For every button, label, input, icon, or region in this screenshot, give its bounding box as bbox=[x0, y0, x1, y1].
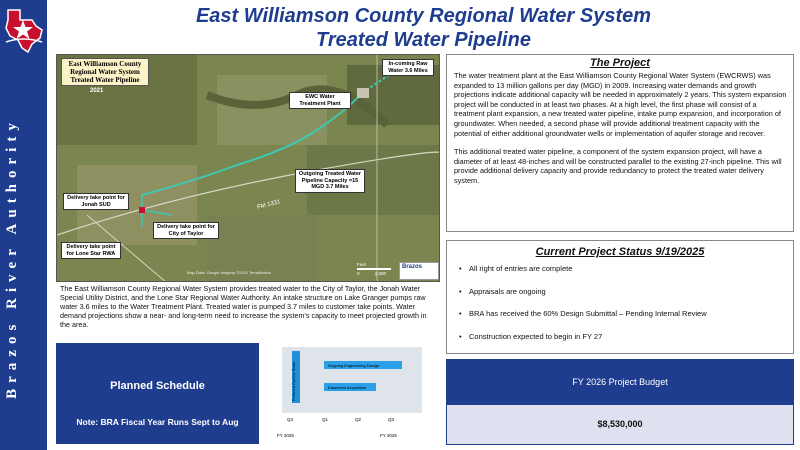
callout-city-of-taylor: Delivery take point for City of Taylor bbox=[153, 222, 219, 239]
budget-title: FY 2026 Project Budget bbox=[572, 377, 668, 387]
map-year: 2021 bbox=[90, 88, 104, 94]
title-line-1: East Williamson County Regional Water Sy… bbox=[195, 5, 652, 27]
page-title: East Williamson County Regional Water Sy… bbox=[47, 4, 800, 52]
bullet-icon: • bbox=[459, 286, 462, 296]
gantt-quarter: Q1 bbox=[322, 417, 329, 422]
gantt-vertical-label: Preferred Pipeline Route bbox=[292, 362, 296, 401]
callout-treated-pipeline: Outgoing Treated Water Pipeline Capacity… bbox=[295, 169, 365, 193]
schedule-panel: Planned Schedule Note: BRA Fiscal Year R… bbox=[56, 343, 259, 444]
budget-value: $8,530,000 bbox=[447, 405, 793, 444]
gantt-bar-label: Ongoing Engineering Design bbox=[328, 363, 379, 368]
gantt-background bbox=[282, 347, 422, 413]
map-credit: Map Data: Google Imagery ©2022 TerraMetr… bbox=[187, 270, 272, 275]
gantt-quarter: Q3 bbox=[388, 417, 395, 422]
status-heading: Current Project Status 9/19/2025 bbox=[535, 246, 705, 258]
callout-lone-star: Delivery take point for Lone Star RWA bbox=[61, 242, 121, 259]
gantt-quarter: Q4 bbox=[287, 417, 294, 422]
gantt-vertical-bar bbox=[292, 351, 300, 403]
gantt-bar-label: Easement Acquisition bbox=[328, 385, 366, 390]
status-item: • Appraisals are ongoing bbox=[459, 286, 546, 296]
brazos-map-badge: Brazos bbox=[399, 262, 439, 280]
project-paragraph-1: The water treatment plant at the East Wi… bbox=[454, 71, 787, 138]
project-paragraph-2: This additional treated water pipeline, … bbox=[454, 147, 782, 185]
schedule-gantt: Preferred Pipeline Route Ongoing Enginee… bbox=[272, 343, 430, 444]
gantt-bar bbox=[324, 383, 376, 391]
map-title-box: East Williamson County Regional Water Sy… bbox=[61, 58, 149, 86]
scale-unit: Feet bbox=[357, 262, 367, 267]
gantt-svg: Preferred Pipeline Route Ongoing Enginee… bbox=[272, 343, 430, 444]
callout-treatment-plant: EWC Water Treatment Plant bbox=[289, 92, 351, 109]
budget-panel: FY 2026 Project Budget $8,530,000 bbox=[446, 359, 794, 445]
status-item: • Construction expected to begin in FY 27 bbox=[459, 331, 603, 341]
gantt-quarter: Q2 bbox=[355, 417, 362, 422]
status-item: • BRA has received the 60% Design Submitt… bbox=[459, 309, 707, 318]
scale-max: 2,000 bbox=[374, 271, 387, 276]
gantt-bar bbox=[324, 361, 402, 369]
schedule-note: Note: BRA Fiscal Year Runs Sept to Aug bbox=[76, 417, 239, 427]
badge-text: Brazos bbox=[402, 264, 423, 270]
bullet-icon: • bbox=[459, 331, 462, 341]
bullet-icon: • bbox=[459, 264, 462, 273]
schedule-title: Planned Schedule bbox=[110, 380, 205, 392]
pipeline-map: East Williamson County Regional Water Sy… bbox=[56, 54, 440, 282]
scale-zero: 0 bbox=[357, 271, 360, 276]
map-scale: Feet 0 2,000 bbox=[357, 262, 391, 276]
gantt-fy-end: FY 2026 bbox=[380, 433, 397, 438]
scale-bar bbox=[357, 268, 391, 270]
status-list: • All right of entries are complete • Appr… bbox=[447, 264, 793, 354]
callout-raw-water: In-coming Raw Water 3.6 Miles bbox=[382, 59, 434, 76]
sidebar-vertical-text: Brazos River Authority bbox=[4, 117, 20, 399]
texas-star-logo-icon bbox=[5, 9, 43, 54]
system-description: The East Williamson County Regional Wate… bbox=[60, 284, 427, 329]
gantt-fy-start: FY 2025 bbox=[277, 433, 294, 438]
project-panel: The Project The water treatment plant at… bbox=[446, 54, 794, 232]
status-item: • All right of entries are complete bbox=[459, 264, 573, 273]
bullet-icon: • bbox=[459, 309, 462, 318]
left-sidebar: Brazos River Authority bbox=[0, 0, 47, 450]
title-line-2: Treated Water Pipeline bbox=[316, 29, 531, 51]
callout-jonah-sud: Delivery take point for Jonah SUD bbox=[63, 193, 129, 210]
project-heading: The Project bbox=[590, 57, 650, 69]
status-panel: Current Project Status 9/19/2025 • All ri… bbox=[446, 240, 794, 354]
